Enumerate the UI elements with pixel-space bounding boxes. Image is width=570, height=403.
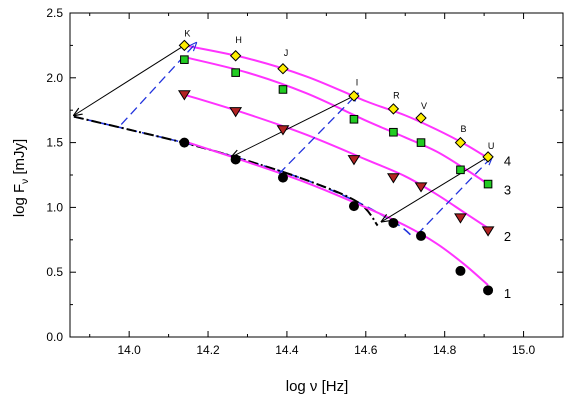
point-series-2 [481,226,495,237]
point-series-1 [230,154,241,165]
point-series-3 [231,68,240,77]
blue-dashed-arrow [278,93,358,175]
y-tick-label: 0.5 [46,265,63,279]
y-axis-title-unit: [mJy] [11,139,28,179]
curve-label-1: 1 [504,286,511,301]
point-series-1 [416,230,427,241]
y-tick-label: 2.0 [46,71,63,85]
point-series-4 [178,39,191,52]
band-label-R: R [393,91,400,101]
y-axis-title-subscript: ν [20,179,31,184]
band-label-I: I [356,78,359,88]
curve-label-4: 4 [504,154,511,169]
point-series-2 [177,90,191,101]
reference-lines [73,115,414,238]
point-series-2 [454,213,467,224]
point-series-4 [277,63,289,75]
point-series-4 [482,151,494,163]
fit-curve-2 [184,93,489,229]
band-label-B: B [460,124,466,134]
point-series-3 [483,179,493,189]
point-series-4 [229,50,242,62]
point-series-4 [415,112,427,124]
x-tick-label: 15.0 [512,343,536,357]
black-dash-dot-line [73,115,379,227]
band-label-K: K [184,28,190,38]
band-label-J: J [284,48,289,58]
point-series-1 [388,217,399,228]
y-tick-label: 1.0 [46,200,63,214]
blue-dashed-arrow [120,43,196,125]
point-series-3 [416,138,426,147]
curve-label-3: 3 [504,182,511,197]
black-arrow [74,44,185,115]
fit-curve-1 [184,140,489,286]
x-tick-label: 14.6 [354,343,378,357]
band-label-U: U [488,141,495,151]
x-tick-label: 14.0 [117,343,141,357]
black-arrow [232,95,355,157]
x-axis-title: log ν [Hz] [286,378,349,395]
point-series-4 [454,136,467,149]
blue-dashed-arrow [416,157,492,236]
point-series-2 [414,182,428,193]
y-tick-label: 0.0 [46,330,63,344]
data-markers [177,39,495,296]
point-series-4 [387,103,400,115]
annotations: 1 2 3 4 K H J I R V B U [184,28,511,301]
point-series-1 [277,172,288,183]
point-series-4 [348,90,360,102]
point-series-3 [180,55,189,64]
point-series-1 [455,265,466,276]
x-tick-label: 14.8 [433,343,457,357]
axes: 14.0 14.2 14.4 14.6 14.8 15.0 0.0 0.5 1.0 1.5 2.0 2… [46,6,564,357]
blue-dashed-line [73,115,414,238]
point-series-2 [229,107,243,118]
point-series-3 [389,127,398,137]
black-arrow [382,156,489,222]
point-series-1 [348,201,359,212]
y-tick-label: 2.5 [46,6,63,20]
curve-label-2: 2 [504,229,511,244]
point-series-2 [387,173,400,184]
point-series-3 [278,85,288,94]
x-tick-label: 14.2 [196,343,220,357]
point-series-1 [483,285,494,296]
point-series-1 [179,137,190,148]
y-axis-title: log Fν [mJy] [11,139,31,217]
point-series-3 [349,114,359,124]
y-tick-label: 1.5 [46,136,63,150]
point-series-2 [276,125,290,136]
point-series-3 [456,165,465,175]
fit-curve-4 [184,44,489,160]
fit-curve-3 [184,56,489,185]
fitted-curves [184,44,489,286]
x-tick-label: 14.4 [275,343,299,357]
point-series-2 [347,155,361,166]
band-label-H: H [235,35,242,45]
band-label-V: V [421,101,427,111]
